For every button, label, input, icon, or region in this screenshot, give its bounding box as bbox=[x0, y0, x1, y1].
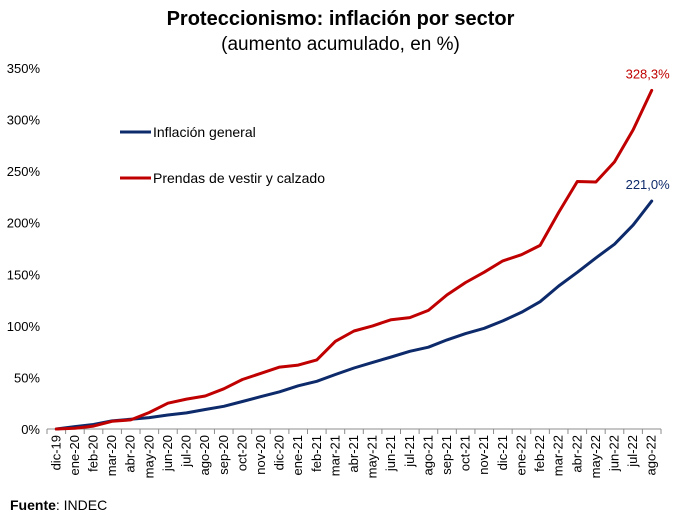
y-tick-label: 150% bbox=[7, 267, 41, 282]
x-tick-label: may-20 bbox=[141, 435, 156, 478]
y-tick-label: 0% bbox=[21, 422, 40, 437]
x-tick-label: jul-22 bbox=[625, 435, 640, 468]
x-tick-label: jul-20 bbox=[179, 435, 194, 468]
x-tick-label: nov-21 bbox=[476, 435, 491, 475]
x-tick-label: sep-21 bbox=[439, 435, 454, 475]
y-tick-label: 300% bbox=[7, 113, 41, 128]
legend-label-2: Prendas de vestir y calzado bbox=[153, 170, 325, 186]
x-tick-label: dic-19 bbox=[48, 435, 63, 470]
x-tick-label: ene-22 bbox=[513, 435, 528, 475]
x-tick-label: jun-21 bbox=[383, 435, 398, 472]
x-tick-label: oct-21 bbox=[458, 435, 473, 471]
x-tick-label: jun-22 bbox=[606, 435, 621, 472]
source-label: Fuente bbox=[10, 497, 56, 513]
x-tick-label: ago-20 bbox=[197, 435, 212, 475]
source-note: Fuente: INDEC bbox=[10, 497, 107, 513]
x-axis: dic-19 ene-20 feb-20 mar-20 abr-20 may-20 jun-… bbox=[46, 428, 662, 478]
x-tick-label: abr-22 bbox=[569, 435, 584, 473]
x-tick-label: ago-22 bbox=[644, 435, 659, 475]
x-tick-label: ene-21 bbox=[290, 435, 305, 475]
series-line-2 bbox=[54, 88, 654, 431]
x-tick-label: jul-21 bbox=[402, 435, 417, 468]
x-tick-label: nov-20 bbox=[253, 435, 268, 475]
chart-title: Proteccionismo: inflación por sector bbox=[166, 8, 515, 30]
x-tick-label: jun-20 bbox=[160, 435, 175, 472]
chart-subtitle: (aumento acumulado, en %) bbox=[221, 34, 460, 55]
x-tick-label: mar-20 bbox=[104, 435, 119, 476]
y-tick-label: 350% bbox=[7, 61, 41, 76]
y-axis: 0% 50% 100% 150% 200% 250% 300% 350% bbox=[7, 61, 41, 437]
x-tick-label: sep-20 bbox=[216, 435, 231, 475]
x-tick-label: dic-20 bbox=[272, 435, 287, 470]
y-tick-label: 50% bbox=[14, 370, 40, 385]
y-tick-label: 200% bbox=[7, 216, 41, 231]
x-tick-label: ago-21 bbox=[420, 435, 435, 475]
x-tick-label: oct-20 bbox=[234, 435, 249, 471]
legend: Inflación general Prendas de vestir y cal… bbox=[120, 124, 325, 186]
x-tick-label: may-22 bbox=[588, 435, 603, 478]
series-end-label-2: 328,3% bbox=[626, 66, 671, 81]
series-layer: 221,0% 328,3% bbox=[54, 66, 671, 431]
legend-label-1: Inflación general bbox=[153, 124, 256, 140]
x-tick-label: ene-20 bbox=[67, 435, 82, 475]
source-value: : INDEC bbox=[55, 497, 108, 513]
x-tick-label: may-21 bbox=[365, 435, 380, 478]
x-tick-label: abr-20 bbox=[123, 435, 138, 473]
x-tick-label: abr-21 bbox=[346, 435, 361, 473]
y-tick-label: 100% bbox=[7, 319, 41, 334]
x-tick-label: feb-20 bbox=[86, 435, 101, 472]
x-tick-label: feb-21 bbox=[309, 435, 324, 472]
series-end-label-1: 221,0% bbox=[626, 177, 671, 192]
series-line-1 bbox=[54, 199, 654, 431]
x-tick-label: feb-22 bbox=[532, 435, 547, 472]
x-tick-label: mar-22 bbox=[551, 435, 566, 476]
y-tick-label: 250% bbox=[7, 164, 41, 179]
x-tick-label: dic-21 bbox=[495, 435, 510, 470]
x-tick-label: mar-21 bbox=[327, 435, 342, 476]
